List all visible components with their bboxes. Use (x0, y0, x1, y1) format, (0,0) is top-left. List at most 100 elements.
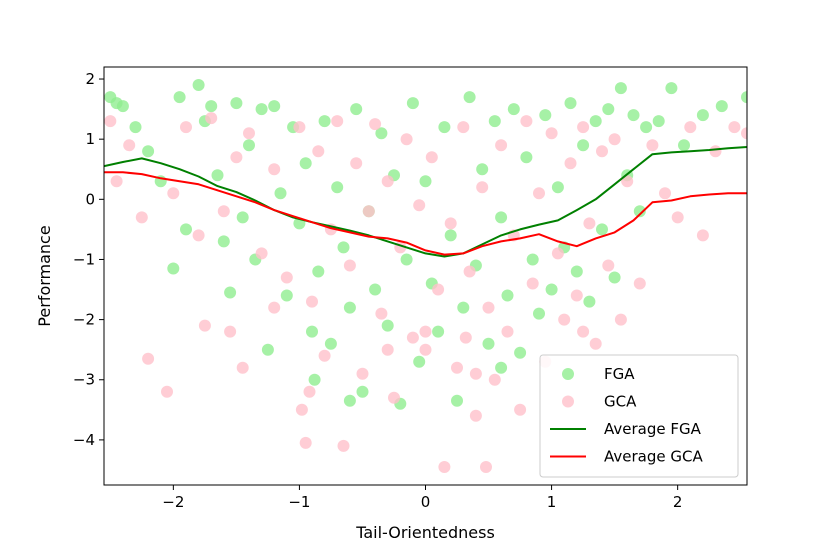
fga-point (596, 223, 608, 236)
fga-point (482, 337, 495, 350)
fga-point (602, 103, 615, 116)
x-tick-label: −1 (288, 493, 310, 511)
fga-point (678, 139, 690, 152)
average-lines (104, 146, 747, 258)
y-tick-label: −2 (73, 311, 95, 329)
x-axis-label: Tail-Orientedness (355, 523, 495, 542)
gca-point (388, 391, 400, 404)
fga-point (419, 175, 432, 188)
legend-box (539, 354, 739, 478)
fga-point (432, 325, 445, 338)
gca-point (337, 439, 350, 452)
fga-point (526, 253, 539, 266)
gca-point (444, 217, 457, 230)
fga-point (236, 211, 249, 224)
fga-point (665, 82, 678, 95)
gca-point (413, 199, 426, 212)
fga-point (116, 100, 129, 113)
gca-point (104, 115, 117, 128)
fga-point (261, 343, 274, 356)
fga-point (570, 265, 583, 278)
gca-point (303, 385, 316, 398)
fga-point (476, 163, 489, 176)
fga-point (495, 211, 508, 224)
y-tick-label: −1 (73, 250, 95, 268)
fga-point (243, 139, 255, 152)
fga-point (633, 205, 646, 218)
gca-point (646, 139, 659, 152)
gca-point (480, 461, 492, 473)
fga-point (318, 115, 331, 128)
gca-point (501, 325, 514, 338)
fga-point (381, 319, 394, 332)
fga-point (312, 265, 325, 278)
gca-point (224, 325, 237, 338)
fga-point (715, 100, 728, 113)
legend-marker-fga (562, 368, 574, 380)
fga-point (268, 100, 281, 113)
gca-point (602, 259, 615, 272)
gca-point (596, 145, 608, 158)
legend-marker-gca (562, 395, 574, 408)
gca-point (438, 461, 451, 473)
gca-point (356, 367, 369, 380)
fga-point (451, 394, 463, 407)
gca-point (406, 331, 419, 344)
legend-label-average-gca: Average GCA (604, 448, 703, 466)
gca-point (614, 313, 627, 326)
gca-point (255, 247, 268, 260)
average-gca-line (104, 171, 747, 256)
y-tick-label: −4 (73, 431, 95, 449)
fga-point (400, 253, 413, 266)
gca-point (268, 163, 281, 176)
fga-point (167, 262, 180, 275)
gca-point (236, 361, 249, 374)
fga-point (324, 337, 337, 350)
fga-point (205, 100, 218, 113)
fga-point (583, 295, 596, 308)
gca-point (180, 121, 192, 134)
gca-point (419, 325, 432, 338)
gca-point (621, 175, 634, 188)
gca-point (482, 301, 495, 314)
gca-point (577, 121, 590, 134)
gca-point (696, 229, 709, 242)
fga-point (255, 103, 268, 116)
gca-point (123, 139, 136, 152)
fga-point (495, 361, 508, 374)
fga-point (343, 301, 356, 314)
fga-point (514, 346, 527, 359)
fga-point (308, 373, 321, 386)
gca-point (728, 121, 741, 134)
gca-point (457, 121, 470, 134)
gca-point (451, 361, 463, 374)
gca-point (331, 115, 344, 128)
fga-point (614, 82, 627, 95)
legend-label-gca: GCA (604, 393, 637, 411)
fga-point (501, 289, 514, 302)
gca-point (608, 133, 621, 146)
legend-label-fga: FGA (604, 365, 635, 383)
gca-point (459, 331, 472, 344)
gca-point (564, 157, 577, 170)
gca-point (142, 352, 155, 365)
gca-point (520, 115, 533, 128)
fga-point (230, 97, 243, 110)
fga-point (217, 235, 230, 248)
fga-point (507, 103, 520, 116)
x-tick-label: −2 (162, 493, 184, 511)
fga-point (696, 109, 709, 122)
gca-point (343, 259, 356, 272)
y-tick-label: 0 (85, 190, 95, 208)
gca-point (488, 373, 501, 386)
gca-point (243, 127, 255, 140)
gca-point (362, 205, 375, 218)
fga-point (551, 181, 564, 194)
gca-point (545, 127, 558, 140)
gca-point (570, 289, 583, 302)
gca-point (135, 211, 148, 224)
gca-point (318, 349, 331, 362)
gca-point (514, 403, 527, 416)
fga-point (488, 115, 501, 128)
